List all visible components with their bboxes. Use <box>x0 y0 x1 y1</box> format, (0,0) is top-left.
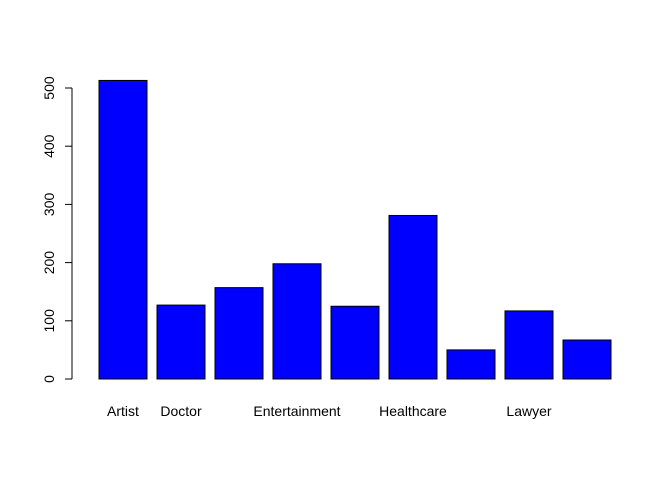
bar-lawyer <box>504 310 554 380</box>
x-tick-label-healthcare: Healthcare <box>379 403 447 419</box>
bar-healthcare <box>388 214 438 380</box>
y-tick-label-500: 500 <box>41 76 57 100</box>
bar-unlabeled-5 <box>330 305 380 380</box>
y-tick-label-400: 400 <box>41 134 57 158</box>
y-tick-label-300: 300 <box>41 193 57 217</box>
bar-entertainment <box>272 263 322 380</box>
x-tick-label-lawyer: Lawyer <box>506 403 551 419</box>
x-axis-labels: Artist Doctor Entertainment Healthcare Lawye… <box>107 403 552 419</box>
bar-doctor <box>156 304 206 380</box>
bars-group <box>98 79 612 380</box>
bar-artist <box>98 79 148 380</box>
y-tick-label-0: 0 <box>41 375 57 383</box>
x-tick-label-entertainment: Entertainment <box>253 403 340 419</box>
x-tick-label-doctor: Doctor <box>160 403 202 419</box>
y-tick-label-100: 100 <box>41 309 57 333</box>
bar-unlabeled-3 <box>214 287 264 380</box>
bar-unlabeled-9 <box>562 339 612 380</box>
x-tick-label-artist: Artist <box>107 403 139 419</box>
y-axis: 0 100 200 300 400 500 <box>41 76 73 383</box>
y-tick-label-200: 200 <box>41 251 57 275</box>
bar-unlabeled-7 <box>446 349 496 380</box>
